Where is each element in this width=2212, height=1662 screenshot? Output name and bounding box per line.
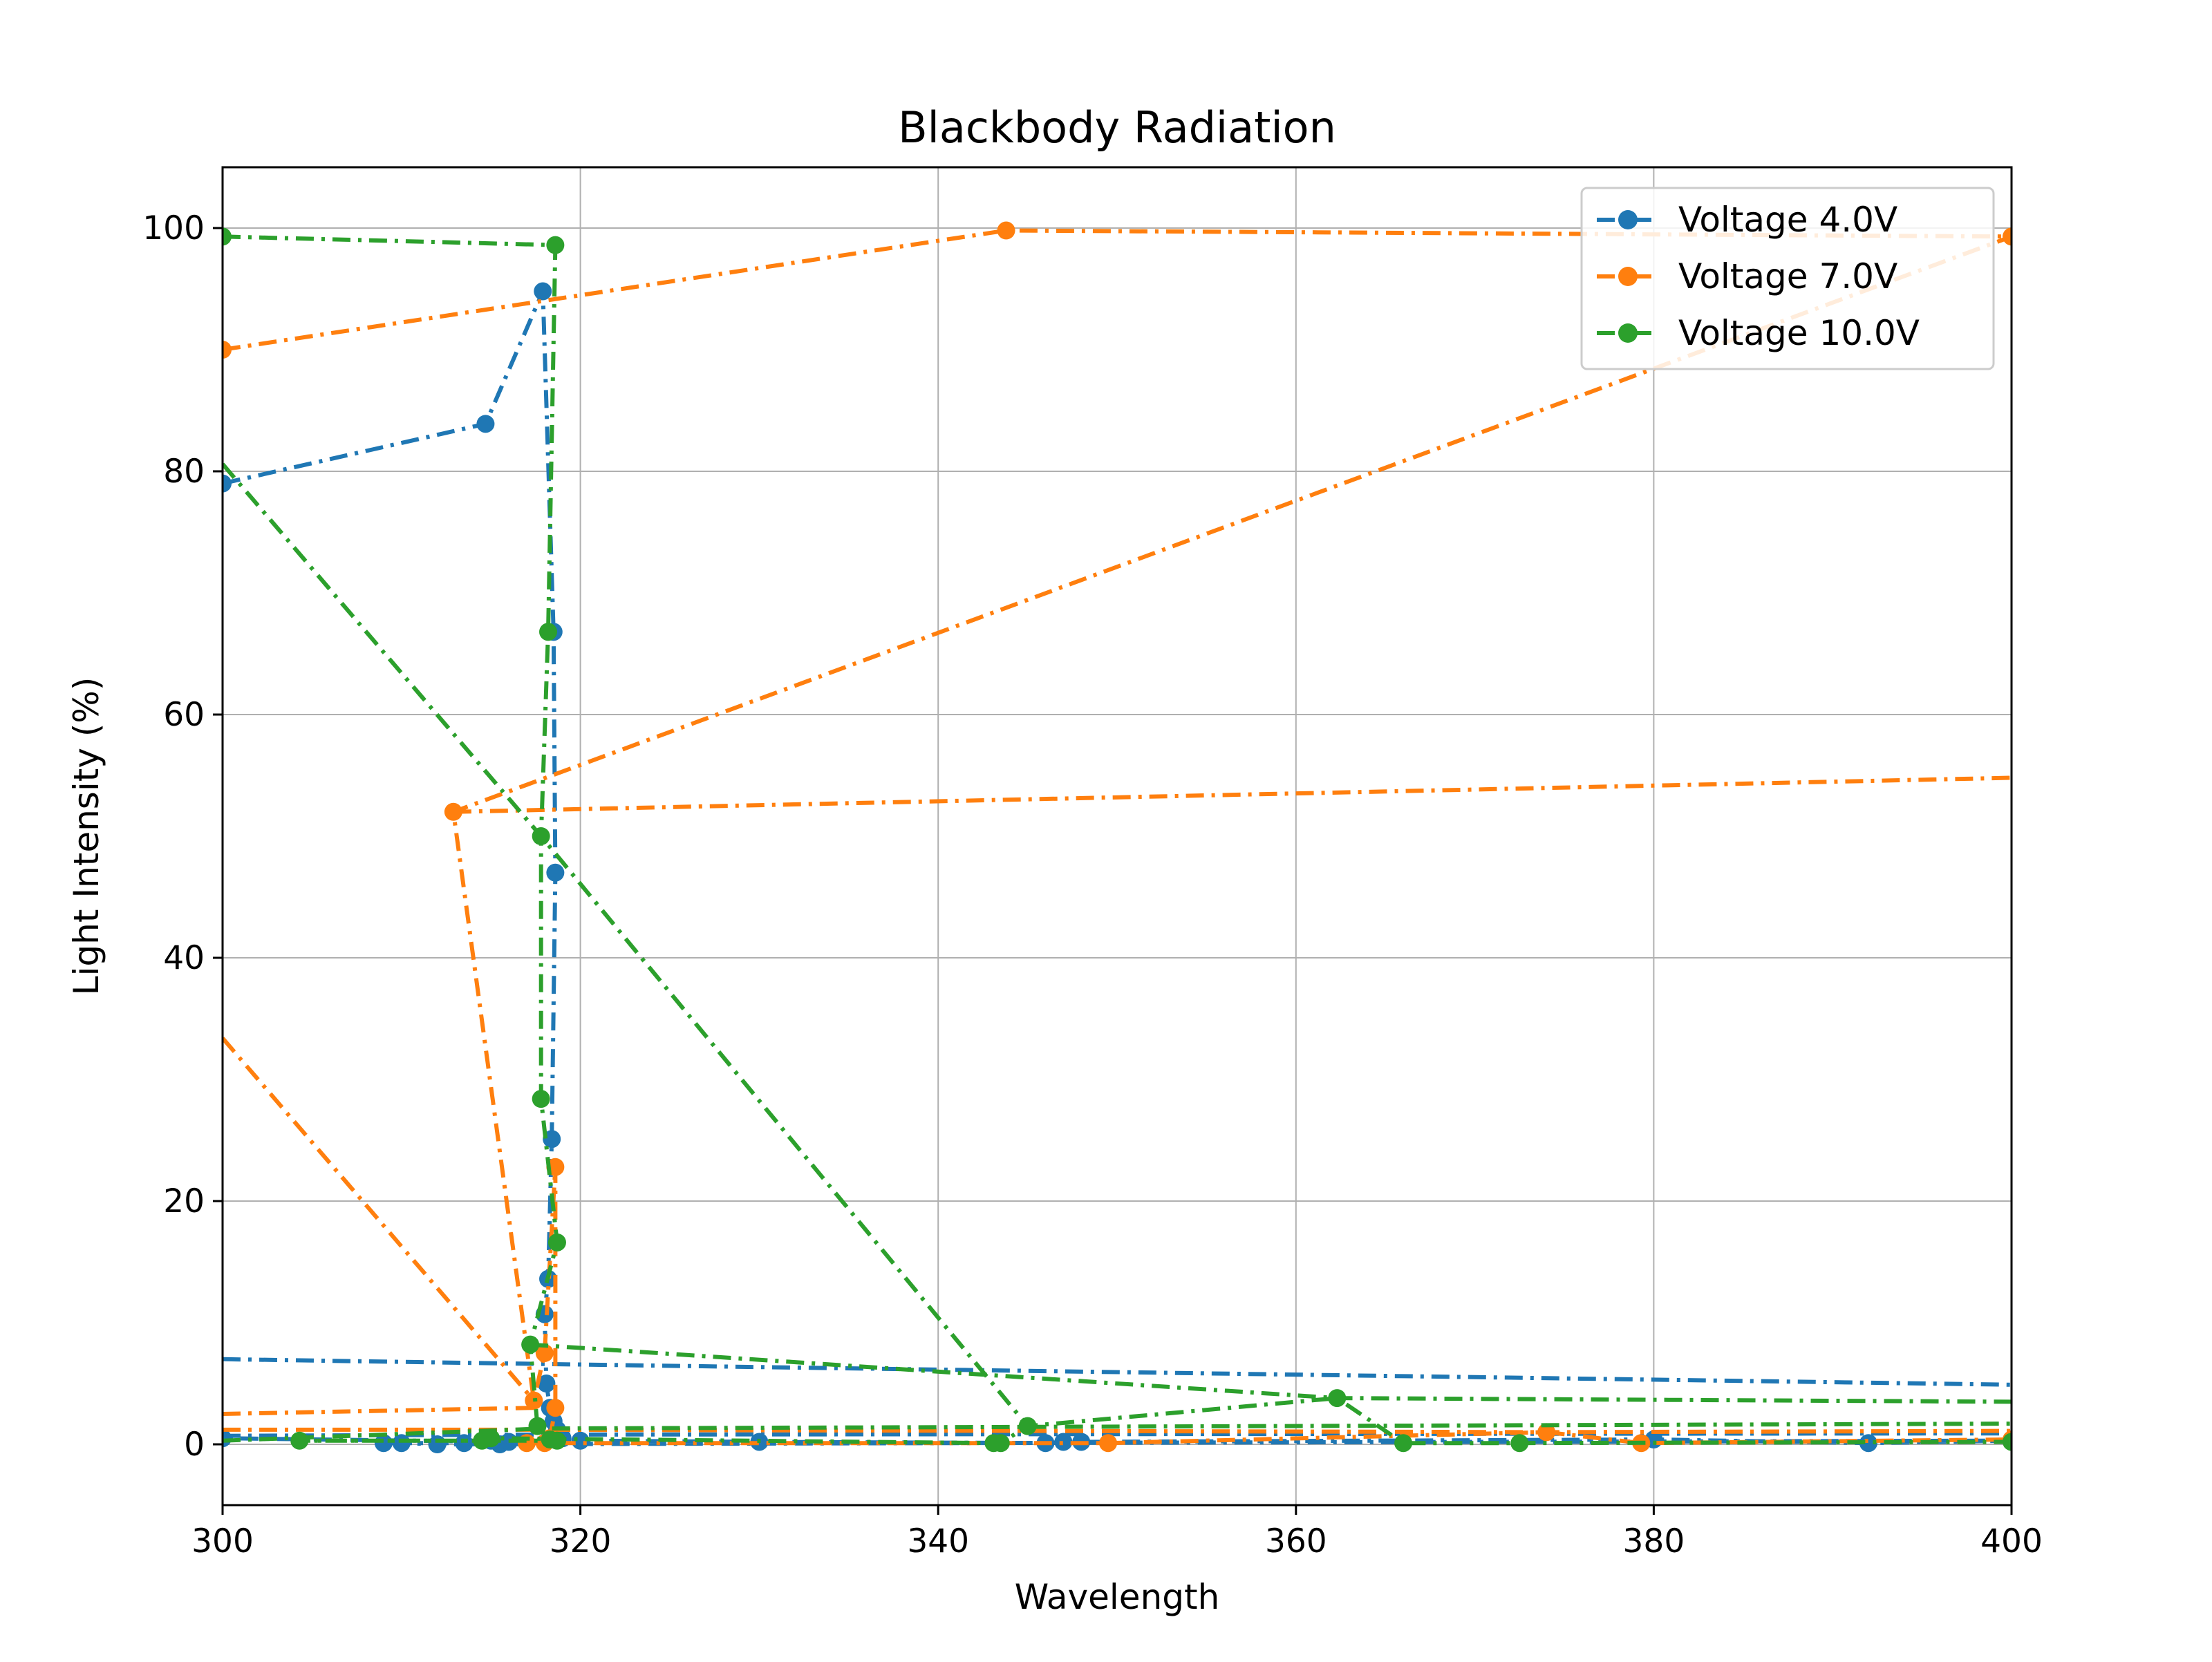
legend-swatch-marker	[1618, 210, 1638, 229]
data-point	[991, 1434, 1010, 1453]
y-tick-label: 40	[163, 939, 205, 977]
x-tick-label: 360	[1265, 1522, 1327, 1560]
data-point	[482, 1429, 500, 1448]
data-point	[532, 827, 550, 845]
data-point	[532, 1090, 550, 1108]
legend-entry-label: Voltage 7.0V	[1678, 256, 1897, 296]
plot-frame	[221, 166, 2013, 1507]
series-3	[223, 227, 2012, 1453]
legend-entry-label: Voltage 10.0V	[1678, 313, 1920, 353]
data-point	[535, 1344, 554, 1362]
series-line-segment	[223, 1357, 2012, 1387]
data-point	[571, 1431, 590, 1450]
y-tick-label: 0	[184, 1426, 205, 1464]
plot-area	[223, 221, 2012, 1453]
data-point	[537, 1375, 556, 1392]
data-point	[1537, 1423, 1556, 1442]
data-point	[223, 227, 232, 246]
data-point	[528, 1417, 547, 1435]
data-point	[534, 282, 552, 301]
data-point	[539, 623, 558, 641]
data-point	[546, 1399, 565, 1417]
data-point	[546, 236, 565, 254]
y-axis-label: Light Intensity (%)	[66, 677, 106, 996]
series-line-segment	[223, 1037, 536, 1402]
legend-swatch-marker	[1618, 267, 1638, 286]
series-line-segment	[223, 1427, 2012, 1435]
legend-swatch-marker	[1618, 323, 1638, 343]
data-point	[428, 1435, 447, 1453]
x-tick-label: 320	[550, 1522, 612, 1560]
legend-box	[1580, 187, 1995, 370]
data-point	[546, 863, 565, 882]
series-2	[223, 221, 2012, 1453]
data-point	[1394, 1434, 1413, 1453]
data-point	[997, 221, 1015, 240]
data-point	[2003, 1433, 2012, 1451]
legend-entry-label: Voltage 4.0V	[1678, 200, 1897, 240]
x-tick-label: 400	[1980, 1522, 2043, 1560]
y-tick-label: 60	[163, 696, 205, 734]
data-point	[1510, 1434, 1529, 1453]
series-line	[223, 234, 2012, 1446]
data-point	[392, 1434, 411, 1453]
data-point	[223, 341, 232, 359]
series-line-segment	[223, 1406, 534, 1416]
axis-ticks: 300 320 340 360 380 400 0 20 40 60 80 100	[142, 209, 2043, 1560]
data-point	[290, 1431, 309, 1450]
series-line-segment	[453, 775, 2012, 814]
data-point	[1054, 1433, 1073, 1451]
data-point	[1099, 1434, 1118, 1453]
x-tick-label: 340	[907, 1522, 969, 1560]
data-point	[543, 1130, 561, 1149]
data-point	[2003, 227, 2012, 246]
data-point	[547, 1431, 566, 1450]
data-point	[547, 1233, 566, 1252]
y-tick-label: 100	[142, 209, 205, 247]
x-tick-label: 380	[1623, 1522, 1685, 1560]
data-point	[223, 1429, 232, 1448]
data-point	[455, 1434, 474, 1453]
data-point	[521, 1335, 540, 1354]
grid-lines	[222, 167, 2012, 1505]
y-tick-label: 80	[163, 453, 205, 491]
data-point	[1859, 1434, 1877, 1453]
data-layer	[223, 221, 2012, 1453]
chart-title: Blackbody Radiation	[898, 102, 1336, 153]
data-point	[1018, 1417, 1037, 1435]
data-point	[223, 474, 232, 493]
data-point	[476, 415, 495, 433]
data-point	[1328, 1389, 1347, 1408]
legend: Voltage 4.0V Voltage 7.0V Voltage 10.0V	[1580, 187, 1995, 370]
data-point	[444, 802, 462, 821]
series-line-segment	[223, 1422, 2012, 1443]
x-tick-label: 300	[191, 1522, 254, 1560]
x-axis-label: Wavelength	[1015, 1577, 1220, 1617]
y-tick-label: 20	[163, 1182, 205, 1220]
